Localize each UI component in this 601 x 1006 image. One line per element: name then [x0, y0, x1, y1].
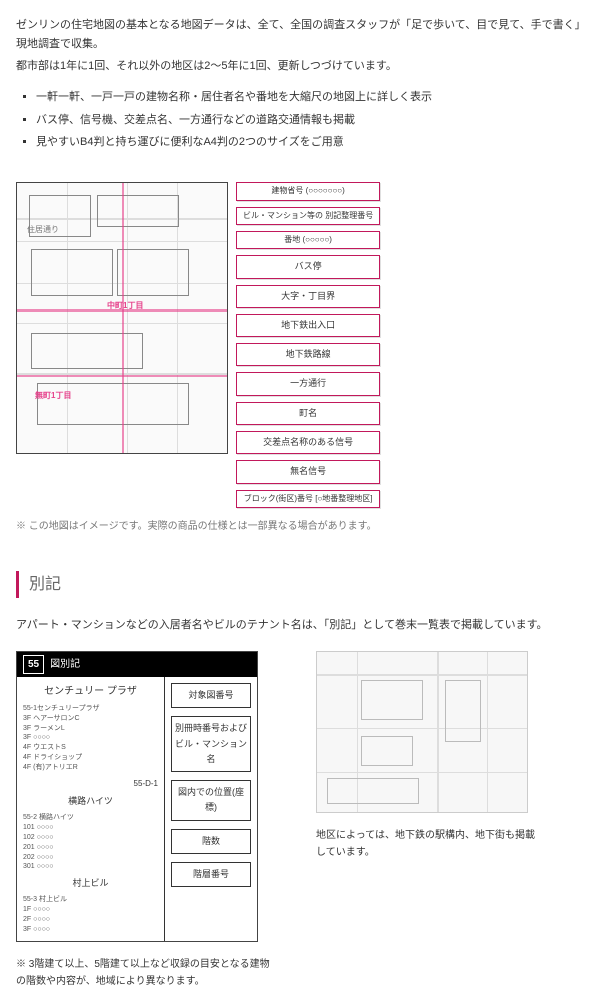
bekki-right-box: 階層番号 [171, 862, 251, 887]
sample-map-canvas: 中町1丁目 無町1丁目 住居通り [16, 182, 228, 454]
bekki-right-column: 地区によっては、地下鉄の駅構内、地下街も掲載しています。 [316, 651, 536, 861]
bekki-heading: 別記 [16, 571, 585, 598]
map-street-label: 住居通り [27, 223, 59, 237]
map-legend: 建物省号 (○○○○○○○) ビル・マンション等の 別記整理番号 番地 (○○○… [228, 182, 380, 508]
legend-item: バス停 [236, 255, 380, 278]
bekki-head-number: 55 [23, 655, 44, 674]
bekki-sample-list: 55-2 横路ハイツ 101 ○○○○ 102 ○○○○ 201 ○○○○ 20… [23, 813, 158, 872]
bekki-building-name: センチュリー プラザ [23, 683, 158, 700]
legend-item: 町名 [236, 402, 380, 425]
bekki-right-note: 地区によっては、地下鉄の駅構内、地下街も掲載しています。 [316, 827, 536, 861]
bekki-building-name: 横路ハイツ [23, 794, 158, 809]
bekki-right-box: 図内での位置(座標) [171, 780, 251, 821]
legend-item: 無名信号 [236, 460, 380, 483]
bekki-grid-ref: 55-D-1 [23, 777, 158, 791]
legend-item: ブロック(街区)番号 [○地番整理地区] [236, 490, 380, 508]
bekki-sample-list: 55-3 村上ビル 1F ○○○○ 2F ○○○○ 3F ○○○○ [23, 895, 158, 934]
intro-line-1: ゼンリンの住宅地図の基本となる地図データは、全て、全国の調査スタッフが「足で歩い… [16, 16, 585, 53]
feature-bullet: 一軒一軒、一戸一戸の建物名称・居住者名や番地を大縮尺の地図上に詳しく表示 [36, 88, 585, 107]
bekki-sample-list: 55-1センチュリープラザ 3F ヘアーサロンC 3F ラーメンL 3F ○○○… [23, 704, 158, 773]
map-sample-figure: 中町1丁目 無町1丁目 住居通り 建物省号 (○○○○○○○) ビル・マンション… [16, 182, 585, 535]
legend-item: 地下鉄路線 [236, 343, 380, 366]
map-area-label: 中町1丁目 [107, 299, 143, 313]
legend-item: 番地 (○○○○○) [236, 231, 380, 249]
bekki-paragraph: アパート・マンションなどの入居者名やビルのテナント名は、「別記」として巻末一覧表… [16, 616, 585, 635]
feature-bullet: バス停、信号機、交差点名、一方通行などの道路交通情報も掲載 [36, 111, 585, 130]
legend-item: 地下鉄出入口 [236, 314, 380, 337]
bekki-diagram: 55 図別記 センチュリー プラザ 55-1センチュリープラザ 3F ヘアーサロ… [16, 651, 258, 942]
bekki-left-note: ※ 3階建て以上、5階建て以上など収録の目安となる建物の階数や内容が、地域により… [16, 956, 276, 990]
feature-bullet: 見やすいB4判と持ち運びに便利なA4判の2つのサイズをご用意 [36, 133, 585, 152]
bekki-head-text: 図別記 [50, 656, 80, 673]
legend-item: 大字・丁目界 [236, 285, 380, 308]
subway-diagram [316, 651, 528, 813]
bekki-right-box: 対象図番号 [171, 683, 251, 708]
legend-item: 交差点名称のある信号 [236, 431, 380, 454]
feature-bullet-list: 一軒一軒、一戸一戸の建物名称・居住者名や番地を大縮尺の地図上に詳しく表示 バス停… [16, 88, 585, 152]
bekki-left-column: 55 図別記 センチュリー プラザ 55-1センチュリープラザ 3F ヘアーサロ… [16, 651, 276, 990]
legend-item: ビル・マンション等の 別記整理番号 [236, 207, 380, 225]
bekki-diagram-header: 55 図別記 [17, 652, 257, 677]
legend-item: 建物省号 (○○○○○○○) [236, 182, 380, 200]
map-disclaimer: ※ この地図はイメージです。実際の商品の仕様とは一部異なる場合があります。 [16, 518, 585, 535]
map-area-label: 無町1丁目 [35, 389, 71, 403]
legend-item: 一方通行 [236, 372, 380, 395]
bekki-building-name: 村上ビル [23, 876, 158, 891]
bekki-right-box: 別冊時番号および ビル・マンション名 [171, 716, 251, 772]
bekki-right-box: 階数 [171, 829, 251, 854]
intro-line-2: 都市部は1年に1回、それ以外の地区は2〜5年に1回、更新しつづけています。 [16, 57, 585, 76]
